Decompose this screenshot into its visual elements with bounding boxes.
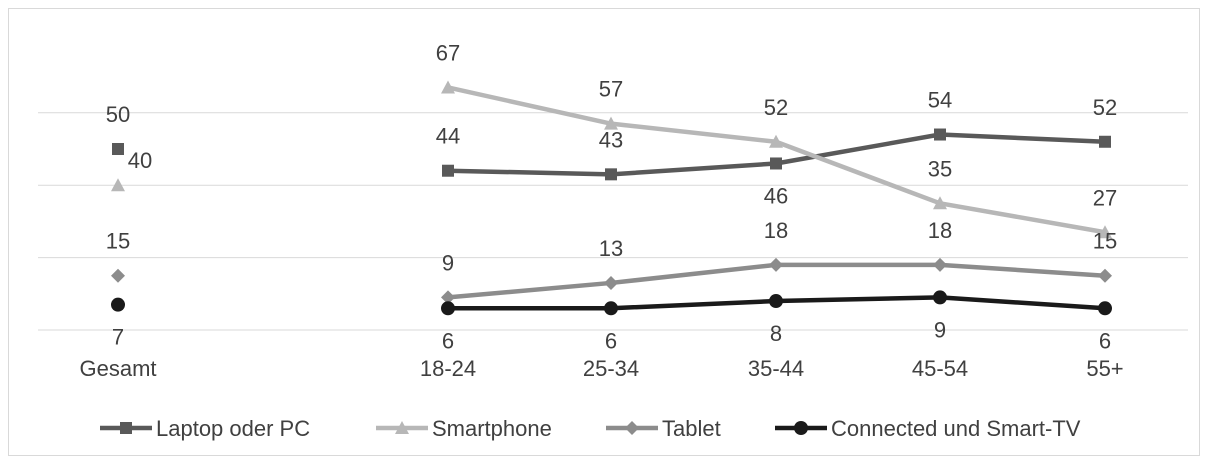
data-point — [604, 116, 618, 130]
data-label: 54 — [928, 88, 952, 113]
data-label: 52 — [1093, 95, 1117, 120]
legend-label: Smartphone — [432, 416, 552, 441]
data-point — [769, 134, 783, 148]
data-label: 35 — [928, 156, 952, 181]
data-label: 15 — [106, 229, 130, 254]
data-label: 18 — [928, 218, 952, 243]
data-point — [1099, 135, 1111, 148]
data-point — [933, 290, 947, 305]
data-label: 9 — [442, 250, 454, 275]
data-label: 46 — [764, 183, 788, 208]
chart-frame — [8, 8, 1200, 456]
data-label: 43 — [599, 127, 623, 152]
data-point — [769, 294, 783, 309]
data-label: 67 — [436, 40, 460, 65]
data-point — [1098, 225, 1112, 239]
data-point — [934, 128, 946, 141]
data-point — [770, 157, 782, 170]
data-label: 6 — [605, 328, 617, 353]
data-label: 44 — [436, 124, 460, 149]
legend-label: Tablet — [662, 416, 721, 441]
data-label: 40 — [128, 148, 152, 173]
legend-label: Laptop oder PC — [156, 416, 310, 441]
data-point — [111, 297, 125, 312]
data-label: 27 — [1093, 185, 1117, 210]
data-point — [111, 178, 125, 192]
legend-marker — [625, 421, 639, 435]
data-label: 6 — [442, 328, 454, 353]
legend-marker — [794, 421, 808, 435]
data-point — [441, 301, 455, 316]
x-tick-label: 35-44 — [748, 356, 804, 381]
data-label: 7 — [112, 325, 124, 350]
x-tick-label: Gesamt — [79, 356, 156, 381]
x-tick-label: 25-34 — [583, 356, 639, 381]
data-label: 50 — [106, 102, 130, 127]
data-label: 6 — [1099, 328, 1111, 353]
data-point — [604, 301, 618, 316]
legend-marker — [395, 421, 409, 434]
data-point — [604, 275, 618, 290]
data-label: 52 — [764, 95, 788, 120]
data-label: 9 — [934, 317, 946, 342]
data-label: 15 — [1093, 229, 1117, 254]
data-label: 18 — [764, 218, 788, 243]
legend-label: Connected und Smart-TV — [831, 416, 1081, 441]
data-point — [1098, 301, 1112, 316]
legend-marker — [120, 422, 132, 434]
data-point — [933, 196, 947, 210]
data-point — [441, 290, 455, 305]
data-label: 57 — [599, 77, 623, 102]
data-point — [605, 168, 617, 181]
x-tick-label: 45-54 — [912, 356, 968, 381]
data-point — [111, 268, 125, 283]
data-label: 13 — [599, 236, 623, 261]
x-tick-label: 55+ — [1086, 356, 1123, 381]
data-point — [441, 80, 455, 94]
data-point — [1098, 268, 1112, 283]
data-point — [769, 257, 783, 272]
x-tick-label: 18-24 — [420, 356, 476, 381]
data-point — [112, 143, 124, 155]
data-point — [442, 164, 454, 177]
data-point — [933, 257, 947, 272]
data-label: 8 — [770, 321, 782, 346]
